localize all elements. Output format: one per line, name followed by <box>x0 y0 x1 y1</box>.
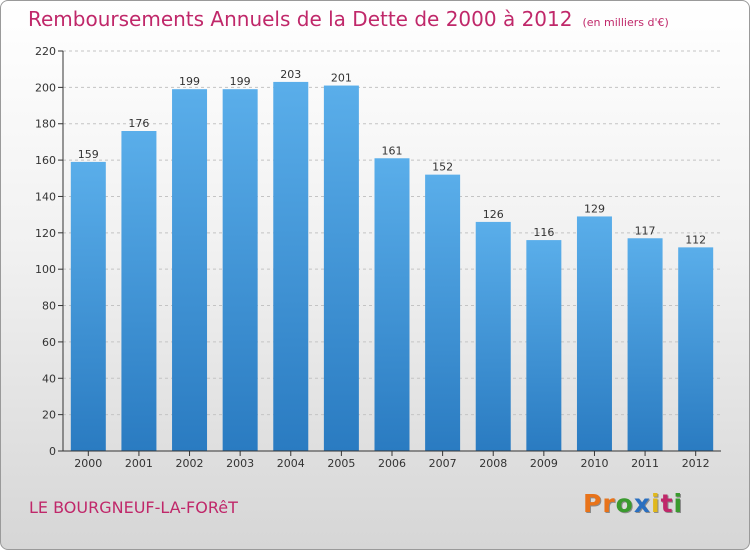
bar-2005 <box>323 85 359 451</box>
data-label: 112 <box>685 233 706 246</box>
bar-2010 <box>576 216 612 451</box>
y-tick-label: 120 <box>35 227 56 240</box>
x-tick-label: 2011 <box>631 457 659 470</box>
bar-2003 <box>222 89 258 451</box>
bar-2000 <box>70 161 106 451</box>
y-tick-label: 200 <box>35 81 56 94</box>
x-tick-label: 2000 <box>74 457 102 470</box>
logo-letter: i <box>651 489 661 518</box>
bar-2012 <box>678 247 714 451</box>
x-tick-label: 2010 <box>580 457 608 470</box>
bar-2007 <box>425 174 461 452</box>
title-text: Remboursements Annuels de la Dette de 20… <box>28 7 573 31</box>
data-label: 116 <box>533 226 554 239</box>
logo-letter: r <box>602 489 616 518</box>
data-label: 161 <box>382 144 403 157</box>
logo-letter: t <box>660 489 674 518</box>
x-tick-label: 2001 <box>125 457 153 470</box>
logo-letter: i <box>673 489 684 518</box>
y-tick-label: 160 <box>35 154 56 167</box>
labels: 0 20 40 60 80 100 120 140 160 180 200 220 159 2000 176… <box>35 45 710 470</box>
bar-2006 <box>374 158 410 452</box>
proxiti-logo: Proxiti <box>583 489 683 518</box>
bar-2008 <box>475 221 511 451</box>
bar-2009 <box>526 240 562 451</box>
data-label: 176 <box>128 117 149 130</box>
data-label: 201 <box>331 72 352 85</box>
data-label: 152 <box>432 161 453 174</box>
data-label: 126 <box>483 208 504 221</box>
x-tick-label: 2005 <box>327 457 355 470</box>
y-tick-label: 100 <box>35 263 56 276</box>
logo-letter: P <box>583 489 603 518</box>
x-tick-label: 2007 <box>429 457 457 470</box>
data-label: 159 <box>78 148 99 161</box>
axes <box>58 50 721 456</box>
y-tick-label: 80 <box>42 300 56 313</box>
y-tick-label: 220 <box>35 45 56 58</box>
chart-subtitle: (en milliers d'€) <box>582 16 669 29</box>
town-name: LE BOURGNEUF-LA-FORêT <box>29 498 238 517</box>
y-tick-label: 60 <box>42 336 56 349</box>
y-tick-label: 140 <box>35 190 56 203</box>
y-tick-label: 20 <box>42 409 56 422</box>
data-label: 199 <box>179 75 200 88</box>
data-label: 117 <box>635 224 656 237</box>
x-tick-label: 2002 <box>176 457 204 470</box>
x-tick-label: 2006 <box>378 457 406 470</box>
x-tick-label: 2008 <box>479 457 507 470</box>
data-label: 203 <box>280 68 301 81</box>
x-tick-label: 2009 <box>530 457 558 470</box>
x-tick-label: 2004 <box>277 457 305 470</box>
x-tick-label: 2003 <box>226 457 254 470</box>
data-label: 129 <box>584 202 605 215</box>
chart-title: Remboursements Annuels de la Dette de 20… <box>28 7 669 31</box>
bar-2011 <box>627 238 663 451</box>
x-tick-label: 2012 <box>682 457 710 470</box>
bar-2002 <box>172 89 208 451</box>
logo-letter: x <box>633 489 651 518</box>
bar-2001 <box>121 131 157 451</box>
y-tick-label: 40 <box>42 372 56 385</box>
bars <box>70 81 714 452</box>
bar-2004 <box>273 81 309 451</box>
y-tick-label: 180 <box>35 118 56 131</box>
y-tick-label: 0 <box>49 445 56 458</box>
logo-letter: o <box>615 489 634 518</box>
data-label: 199 <box>230 75 251 88</box>
